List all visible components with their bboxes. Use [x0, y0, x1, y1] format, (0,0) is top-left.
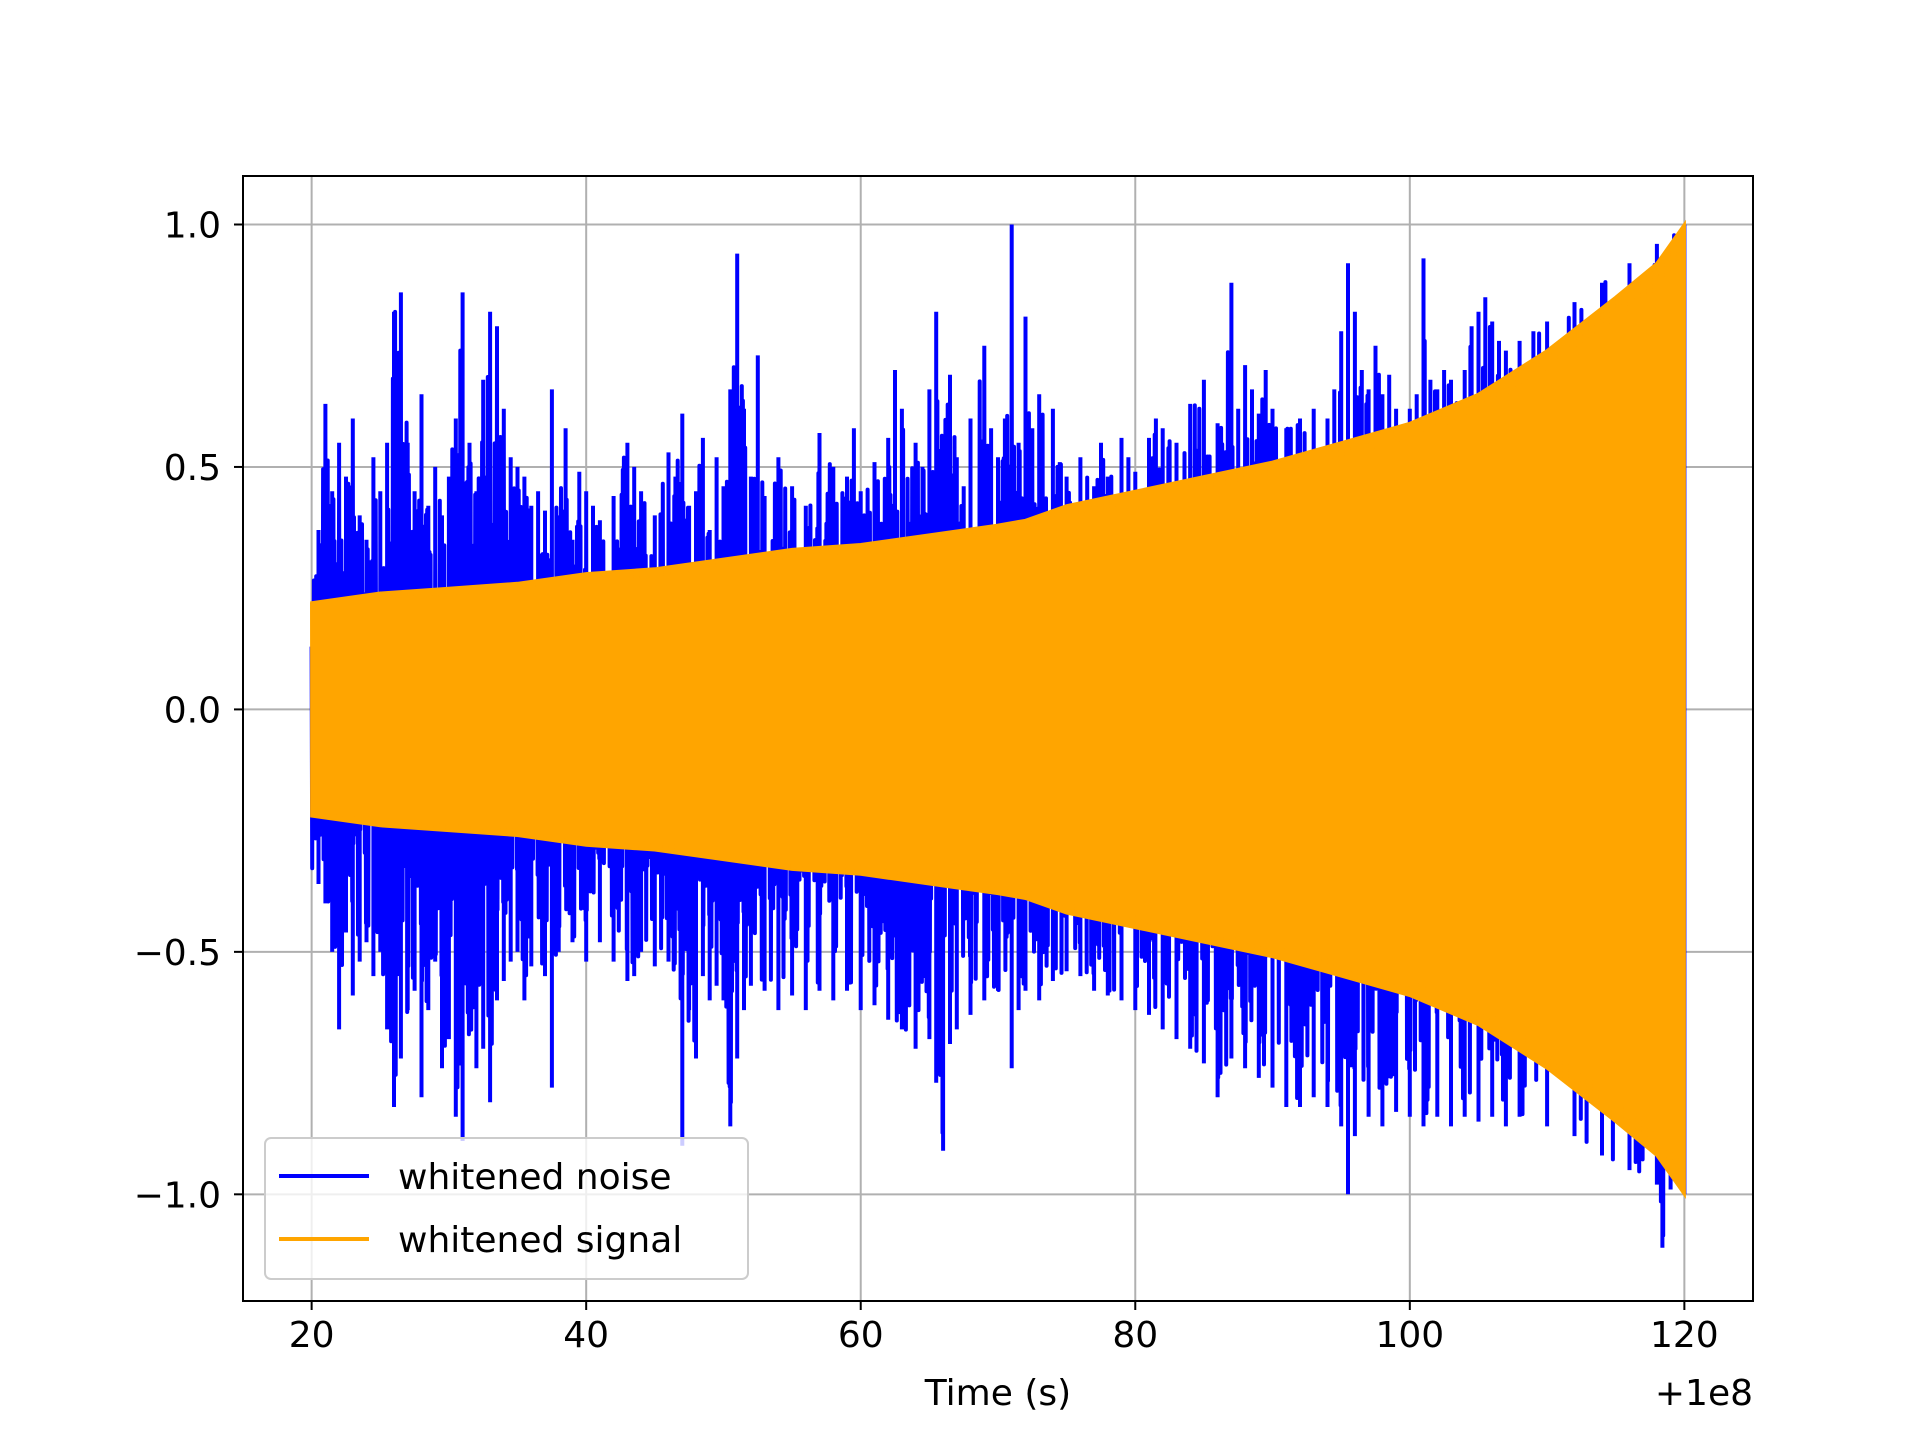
x-tick-label: 60 — [838, 1315, 884, 1356]
legend-label: whitened noise — [398, 1157, 672, 1198]
x-tick-label: 20 — [289, 1315, 335, 1356]
y-tick-label: −1.0 — [134, 1175, 221, 1216]
series-layer — [309, 219, 1687, 1248]
y-tick-label: 0.0 — [164, 690, 221, 731]
x-tick-label: 100 — [1375, 1315, 1444, 1356]
series-whitened-signal-oscillation — [310, 224, 1686, 1193]
x-tick-label: 80 — [1112, 1315, 1158, 1356]
ticks: 20 40 60 80 100 120 −1.0 −0.5 0.0 0.5 1.0 — [134, 205, 1719, 1356]
y-tick-label: −0.5 — [134, 933, 221, 974]
x-tick-label: 40 — [563, 1315, 609, 1356]
y-tick-label: 0.5 — [164, 448, 221, 489]
legend-label: whitened signal — [398, 1220, 682, 1261]
x-offset-label: +1e8 — [1655, 1373, 1753, 1414]
y-tick-label: 1.0 — [164, 205, 221, 246]
legend: whitened noise whitened signal — [264, 1137, 749, 1280]
x-axis-label: Time (s) — [924, 1373, 1071, 1414]
x-tick-label: 120 — [1650, 1315, 1719, 1356]
plot-frame — [242, 175, 1754, 1302]
legend-box — [264, 1137, 749, 1280]
